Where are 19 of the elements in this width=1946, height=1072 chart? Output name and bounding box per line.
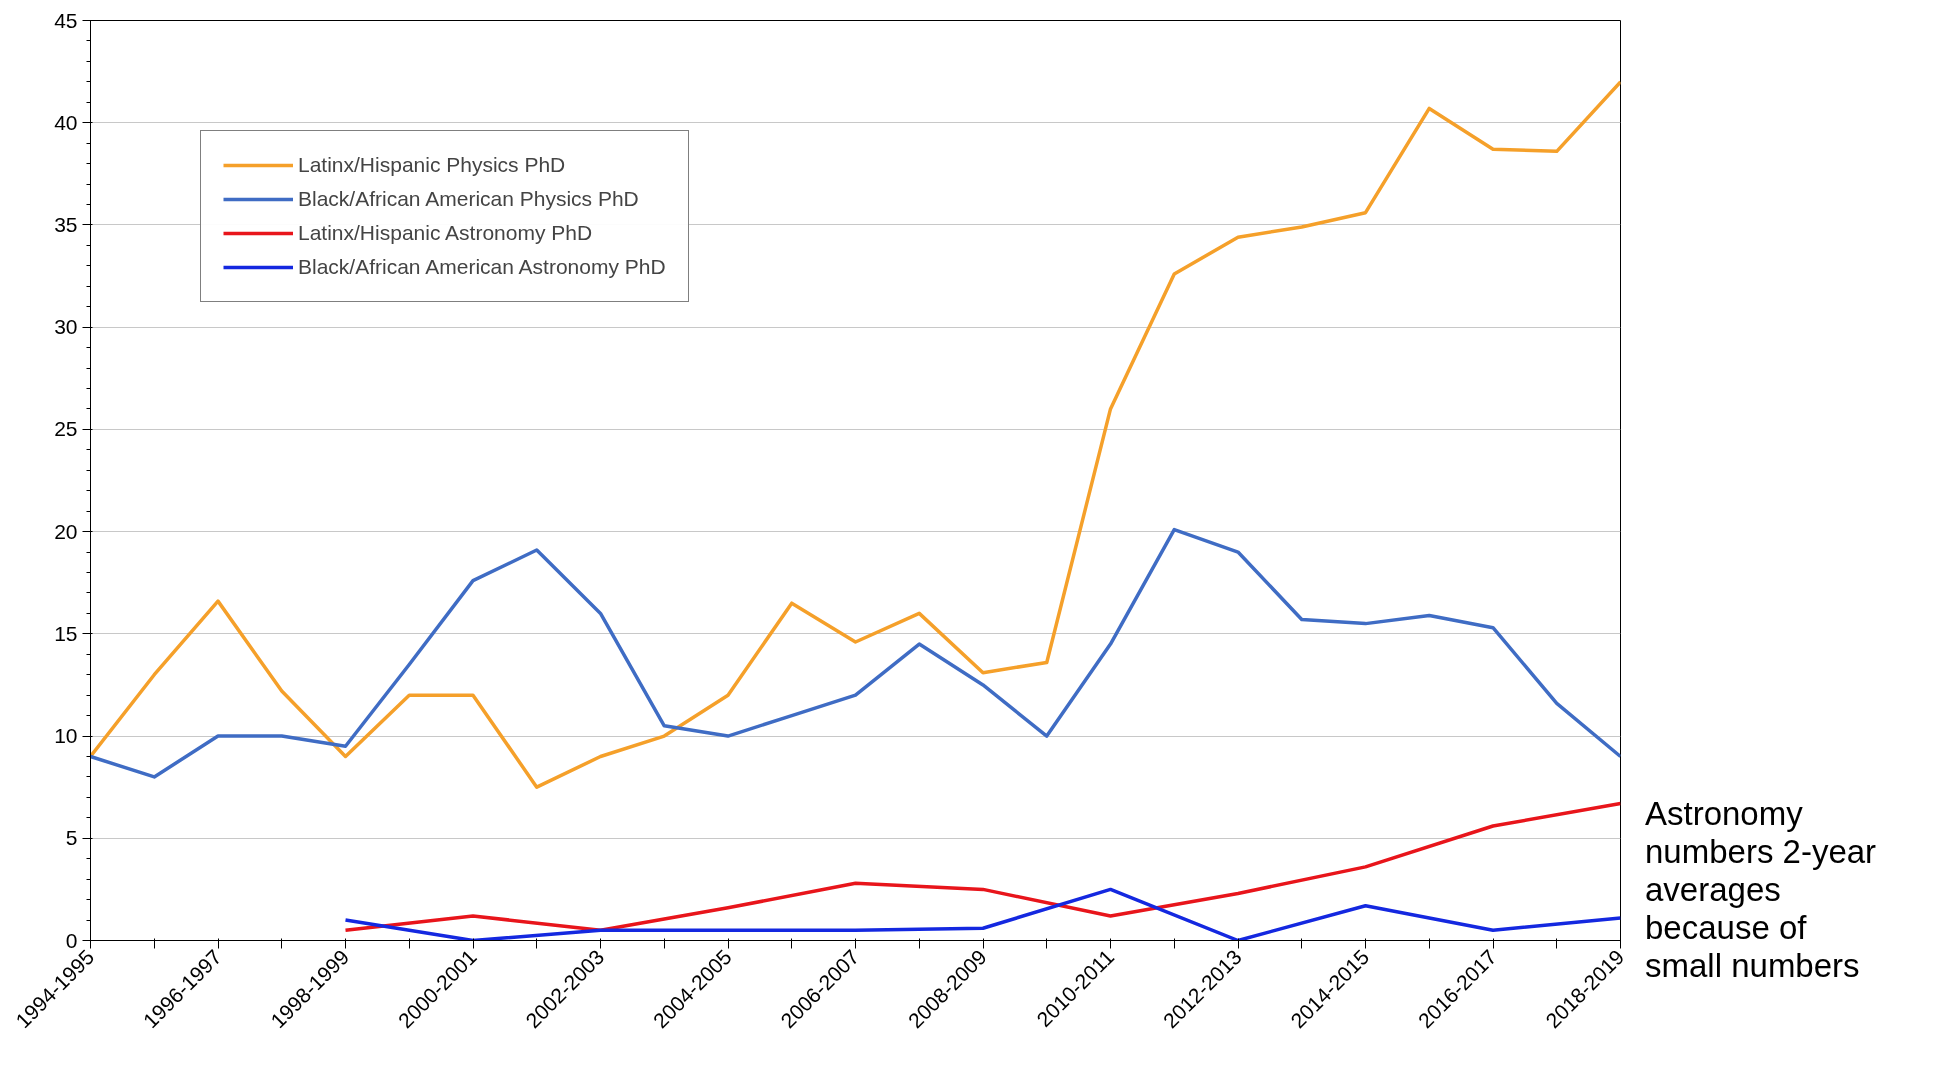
line-series [90,527,1621,779]
y-tick-label: 0 [65,928,78,952]
y-tick-label: 30 [54,315,78,339]
y-tick-label: 20 [54,519,78,543]
y-tick-label: 5 [65,826,78,850]
legend-label: Black/African American Physics PhD [298,187,639,211]
y-tick-label: 35 [54,212,78,236]
y-tick-label: 10 [54,724,78,748]
y-tick-label: 40 [54,110,78,134]
text: Astronomy numbers 2-year averages because of small numbers [1645,795,1877,985]
y-tick-label: 15 [54,621,78,645]
legend-label: Black/African American Astronomy PhD [298,255,666,279]
y-tick-label: 45 [54,8,78,32]
line-series [343,887,1621,941]
line-series [343,801,1621,933]
line-series [90,80,1621,789]
y-tick-label: 25 [54,417,78,441]
legend-label: Latinx/Hispanic Astronomy PhD [298,221,593,245]
legend-label: Latinx/Hispanic Physics PhD [298,153,566,177]
